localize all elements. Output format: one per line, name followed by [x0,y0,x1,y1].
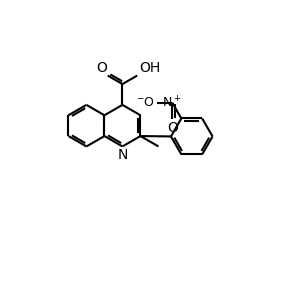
Text: O: O [96,61,107,75]
Text: $^{-}$O: $^{-}$O [136,96,155,109]
Text: N$^+$: N$^+$ [162,95,182,110]
Text: N: N [118,148,128,162]
Text: O: O [167,121,178,135]
Text: OH: OH [139,61,160,75]
